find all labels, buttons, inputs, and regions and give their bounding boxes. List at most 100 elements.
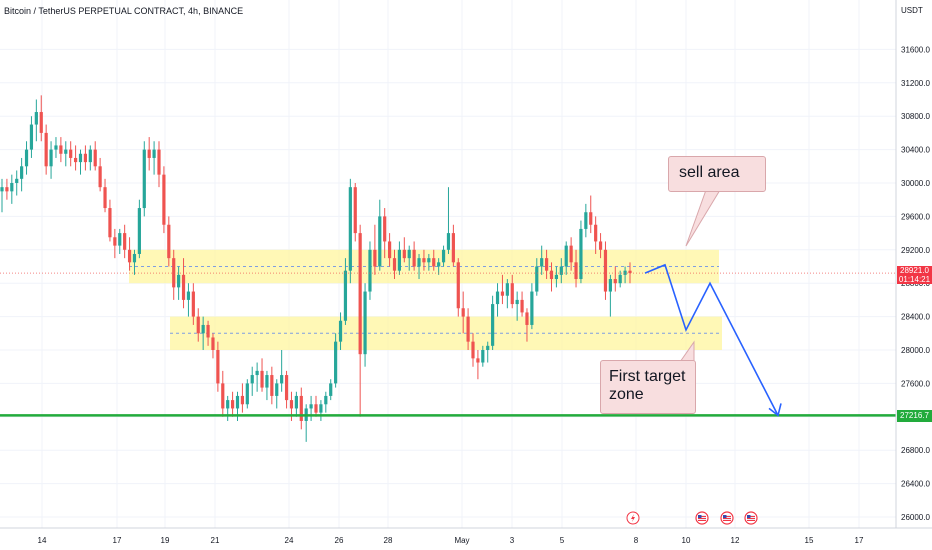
candle-body (299, 395, 303, 421)
candle (564, 241, 568, 275)
candle (378, 199, 382, 271)
candle-body (402, 249, 406, 259)
candle (437, 258, 441, 275)
candle (589, 195, 593, 234)
candle-body (103, 187, 107, 209)
candle (432, 249, 436, 271)
x-tick-label: 19 (161, 536, 170, 545)
candle (603, 241, 608, 300)
candle-body (34, 112, 38, 125)
x-tick-label: 3 (510, 536, 515, 545)
y-tick-label: 26800.0 (901, 446, 930, 455)
candle-body (20, 166, 24, 179)
candle (152, 141, 156, 175)
current-price-value: 28921.0 (900, 266, 929, 275)
candle-body (201, 324, 205, 334)
candle-body (157, 149, 161, 175)
candle (456, 258, 460, 317)
candle (49, 141, 53, 179)
candle-body (530, 291, 534, 325)
candle (44, 124, 48, 175)
candle-body (172, 258, 176, 288)
x-tick-label: 24 (285, 536, 294, 545)
candle-body (245, 383, 249, 405)
candle (137, 199, 141, 259)
candle (530, 283, 534, 330)
sell-area-note[interactable]: sell area (668, 156, 766, 192)
candle (525, 308, 529, 342)
y-tick-label: 26400.0 (901, 480, 930, 489)
candle (343, 258, 348, 325)
candle-body (427, 258, 431, 263)
us-flag-icon-stripe (723, 520, 731, 521)
candle (73, 145, 78, 171)
candle (15, 170, 19, 196)
candle-body (437, 262, 441, 267)
candle-body (162, 174, 166, 225)
candle (368, 241, 372, 300)
candle (260, 358, 264, 392)
candle (329, 379, 333, 401)
candle (471, 333, 475, 367)
candle (387, 233, 392, 267)
us-flag-icon-stripe (698, 516, 706, 517)
candle (5, 178, 9, 200)
candle (491, 295, 495, 350)
candle-body (613, 279, 617, 284)
candle-body (540, 258, 544, 267)
candle-body (24, 149, 29, 167)
candle-body (108, 208, 112, 238)
x-tick-label: 12 (731, 536, 740, 545)
countdown-value: 01:14:21 (898, 275, 931, 284)
candle-body (574, 262, 578, 280)
candle (383, 208, 387, 259)
candle-body (5, 187, 9, 192)
candle (299, 387, 303, 430)
candle (196, 308, 200, 342)
us-flag-icon-stripe (747, 516, 755, 517)
candle (255, 362, 259, 392)
candle-body (368, 249, 372, 292)
candle (451, 224, 455, 267)
candle (417, 253, 421, 280)
candle (221, 370, 225, 417)
candle (34, 99, 38, 142)
candle (549, 262, 554, 292)
candle-body (584, 212, 588, 229)
first-target-note[interactable]: First target zone (600, 360, 696, 414)
candle (226, 395, 230, 421)
us-flag-icon-stripe (698, 520, 706, 521)
candle-body (378, 216, 382, 267)
candle (98, 157, 102, 192)
candle-body (216, 350, 220, 384)
y-tick-label: 30800.0 (901, 112, 930, 121)
x-tick-label: 21 (211, 536, 220, 545)
candle (216, 341, 220, 392)
candle-body (603, 249, 608, 292)
projection-path (644, 263, 779, 416)
candle (10, 174, 14, 204)
x-tick-label: May (454, 536, 469, 545)
candle-body (554, 274, 559, 280)
current-price-tag: 28921.0 01:14:21 (897, 266, 932, 284)
candle (373, 224, 377, 275)
candle (559, 258, 563, 284)
candle (613, 266, 617, 292)
us-flag-icon-stripe (723, 516, 731, 517)
candle (88, 145, 92, 171)
candle-body (505, 283, 509, 296)
candle (230, 391, 235, 417)
candle-body (618, 274, 622, 284)
candle (206, 320, 210, 346)
candle (476, 350, 480, 380)
candle-body (49, 149, 53, 167)
candle (59, 137, 63, 163)
candle (172, 249, 176, 300)
candle-body (564, 245, 568, 267)
candle (363, 283, 367, 367)
candle-body (284, 375, 289, 401)
candle-body (486, 345, 490, 350)
candle-body (64, 149, 68, 154)
candle-body (132, 253, 137, 263)
